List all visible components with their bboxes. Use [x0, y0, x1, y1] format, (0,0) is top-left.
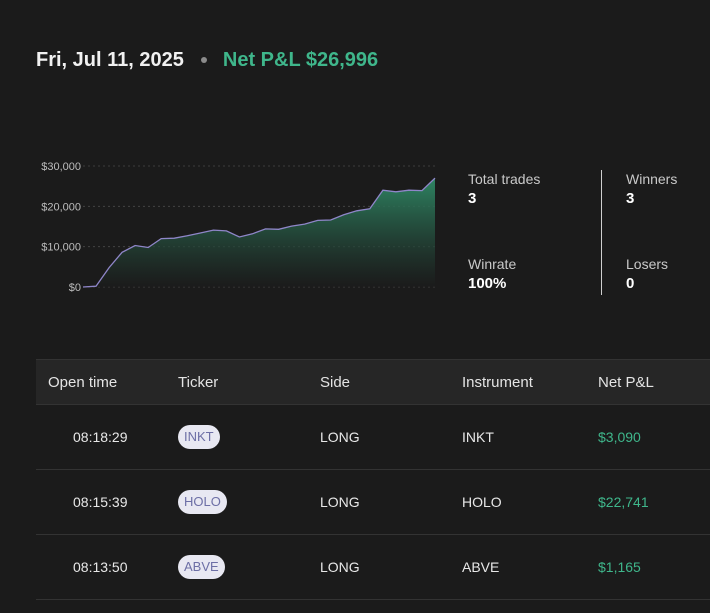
day-header: Fri, Jul 11, 2025 Net P&L $26,996 [36, 46, 378, 74]
pnl-line [82, 177, 436, 288]
stat-label: Winners [626, 171, 678, 187]
table-row[interactable]: 08:15:39 HOLO LONG HOLO $22,741 [36, 470, 710, 535]
cell-side: LONG [320, 494, 360, 510]
col-net-pnl[interactable]: Net P&L [598, 373, 654, 391]
table-row[interactable]: 08:18:29 INKT LONG INKT $3,090 [36, 405, 710, 470]
cell-ticker: HOLO [178, 470, 227, 534]
stats-divider [601, 170, 602, 295]
stat-value: 3 [468, 190, 477, 207]
ticker-badge[interactable]: INKT [178, 425, 220, 449]
stat-value: 0 [626, 275, 635, 292]
cell-net-pnl: $22,741 [598, 494, 649, 510]
stat-value: 100% [468, 275, 507, 292]
cell-net-pnl: $1,165 [598, 559, 641, 575]
stat-losers: Losers 0 [626, 255, 668, 295]
cell-open-time: 08:18:29 [73, 429, 128, 445]
table-header: Open time Ticker Side Instrument Net P&L [36, 359, 710, 405]
separator-dot-icon [200, 57, 207, 63]
stat-label: Total trades [468, 171, 541, 187]
cell-open-time: 08:15:39 [73, 494, 128, 510]
ticker-badge[interactable]: ABVE [178, 555, 225, 579]
cell-ticker: ABVE [178, 535, 225, 599]
cell-instrument: INKT [462, 429, 494, 445]
stat-value: 3 [626, 190, 635, 207]
y-tick-label: $10,000 [41, 242, 81, 254]
pnl-area [83, 178, 435, 287]
col-open-time[interactable]: Open time [48, 373, 118, 391]
cell-open-time: 08:13:50 [73, 559, 128, 575]
cell-net-pnl: $3,090 [598, 429, 641, 445]
stat-label: Winrate [468, 256, 517, 272]
day-net-pnl: Net P&L $26,996 [222, 48, 379, 71]
y-tick-label: $20,000 [41, 201, 81, 213]
col-side[interactable]: Side [320, 373, 351, 391]
cell-instrument: HOLO [462, 494, 502, 510]
cell-side: LONG [320, 429, 360, 445]
ticker-badge[interactable]: HOLO [178, 490, 227, 514]
cell-ticker: INKT [178, 405, 220, 469]
cumulative-pnl-chart: $30,000 $20,000 $10,000 $0 [41, 161, 436, 294]
col-ticker[interactable]: Ticker [178, 373, 219, 391]
trades-table: Open time Ticker Side Instrument Net P&L… [36, 359, 710, 600]
y-tick-label: $0 [69, 282, 81, 294]
stat-winners: Winners 3 [626, 170, 677, 210]
stat-winrate: Winrate 100% [468, 255, 516, 295]
table-row[interactable]: 08:13:50 ABVE LONG ABVE $1,165 [36, 535, 710, 600]
cell-side: LONG [320, 559, 360, 575]
y-tick-label: $30,000 [41, 161, 81, 173]
col-instrument[interactable]: Instrument [462, 373, 533, 391]
day-date: Fri, Jul 11, 2025 [36, 48, 184, 71]
cell-instrument: ABVE [462, 559, 500, 575]
day-stats: Total trades 3 Winners 3 Winrate 100% Lo… [468, 170, 710, 296]
stat-label: Losers [626, 256, 669, 272]
stat-total-trades: Total trades 3 [468, 170, 540, 210]
